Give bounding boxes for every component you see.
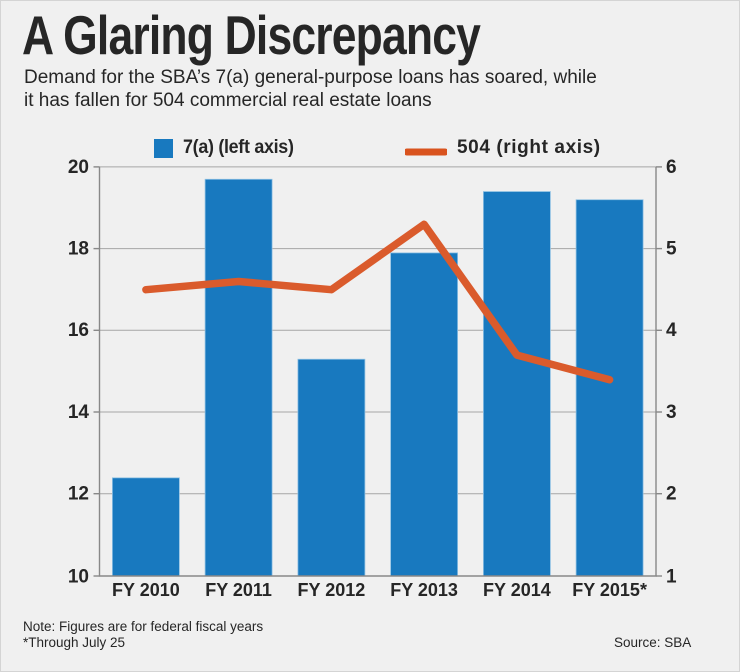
svg-text:18: 18: [68, 239, 89, 260]
svg-text:6: 6: [666, 157, 677, 178]
svg-text:16: 16: [68, 320, 89, 341]
svg-text:FY 2015*: FY 2015*: [572, 580, 647, 600]
svg-text:FY 2012: FY 2012: [298, 580, 366, 600]
svg-text:4: 4: [666, 320, 677, 341]
svg-text:3: 3: [666, 402, 677, 423]
svg-text:1: 1: [666, 567, 677, 588]
svg-text:FY 2013: FY 2013: [390, 580, 458, 600]
svg-text:10: 10: [68, 567, 89, 588]
svg-text:5: 5: [666, 239, 677, 260]
svg-text:FY 2010: FY 2010: [112, 580, 180, 600]
svg-text:FY 2011: FY 2011: [205, 580, 272, 600]
svg-text:12: 12: [68, 484, 89, 505]
svg-text:14: 14: [68, 402, 90, 423]
svg-text:20: 20: [68, 157, 89, 178]
svg-text:2: 2: [666, 484, 677, 505]
svg-text:FY 2014: FY 2014: [483, 580, 551, 600]
